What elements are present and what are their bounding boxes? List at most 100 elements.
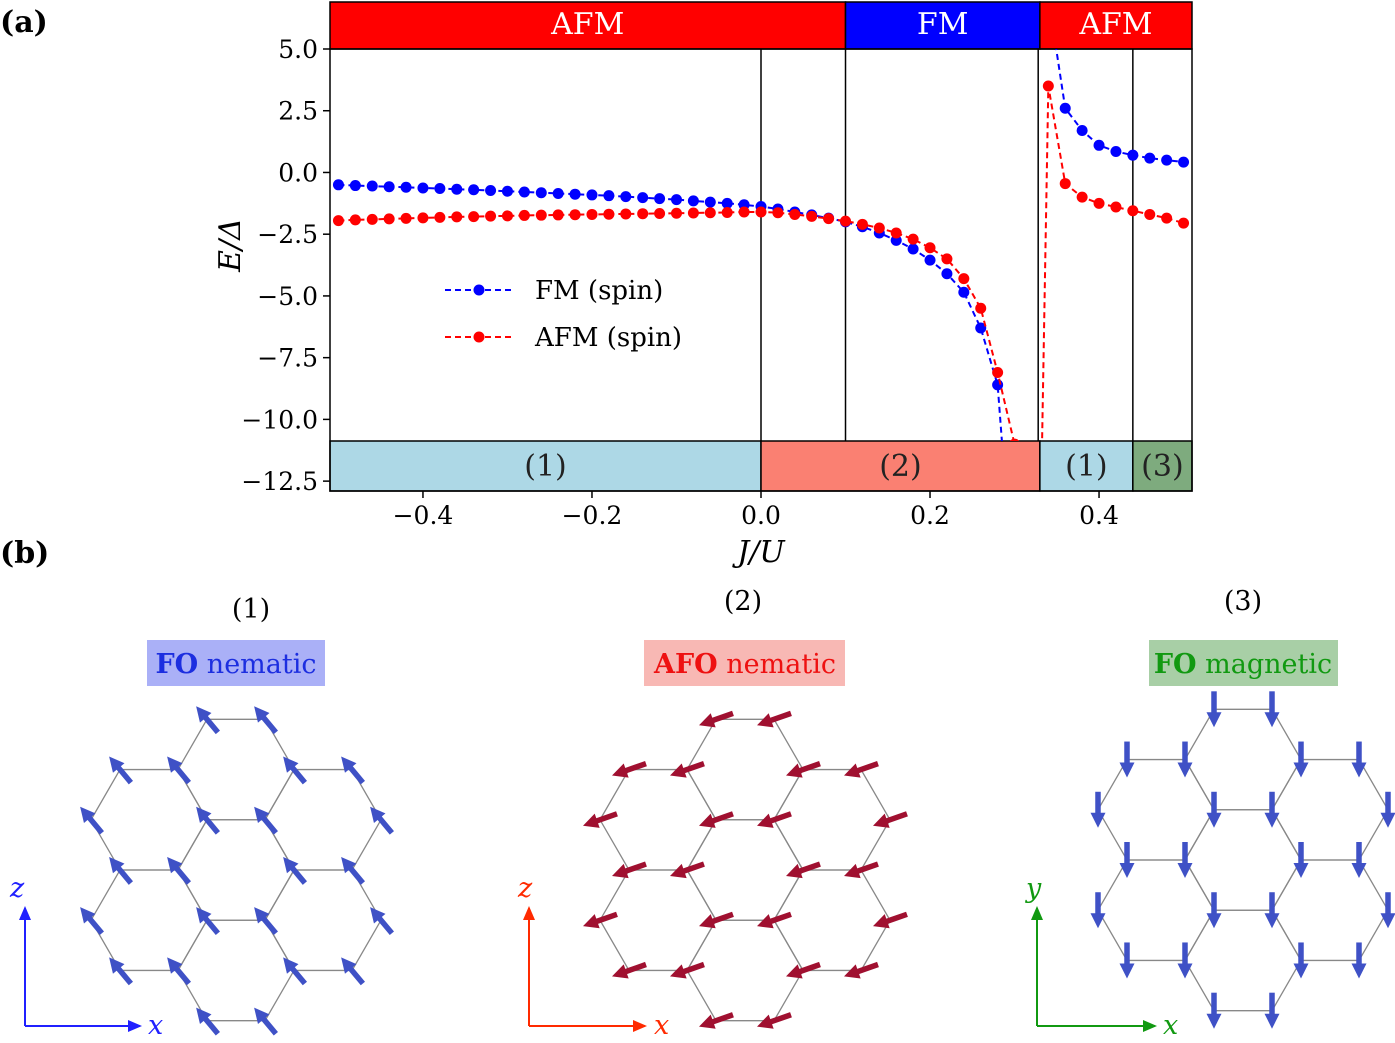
point-fm [434, 183, 446, 195]
point-afm [789, 208, 801, 220]
point-afm [1009, 438, 1020, 441]
honeycomb-lattice [80, 706, 394, 1036]
arrow-head [1206, 812, 1222, 828]
top-band-0 [329, 1, 847, 50]
point-afm [332, 215, 344, 227]
point-fm [958, 286, 970, 298]
point-afm [772, 207, 784, 219]
point-afm [1127, 205, 1139, 217]
lattice-hexagon [599, 869, 717, 972]
arrow-head [670, 964, 687, 979]
arrow-head [109, 756, 125, 773]
subpanel-number: (2) [724, 586, 762, 617]
x-tick-label: 0.4 [1079, 501, 1119, 530]
top-band-label-1: FM [917, 7, 969, 42]
axis-label-x: x [1163, 1010, 1178, 1041]
top-band-2 [1039, 1, 1193, 50]
spin-arrow [1119, 842, 1135, 878]
point-afm [434, 211, 446, 223]
spin-arrow [670, 961, 705, 979]
point-afm [383, 213, 395, 225]
point-afm [451, 211, 463, 223]
spin-arrow [254, 907, 278, 936]
spin-arrow [844, 760, 879, 778]
arrow-head [1293, 762, 1309, 778]
spin-arrow [612, 961, 647, 979]
arrow-head [873, 813, 890, 828]
point-afm [704, 207, 716, 219]
spin-arrow [254, 806, 278, 835]
point-afm [366, 213, 378, 225]
spin-arrow [341, 756, 365, 785]
arrow-head [583, 914, 600, 929]
spin-arrow [370, 907, 394, 936]
point-afm [823, 213, 835, 225]
point-afm [975, 302, 987, 314]
spin-arrow [1090, 791, 1106, 828]
arrow-head [283, 957, 299, 974]
y-tick-label: −7.5 [257, 344, 318, 373]
arrow-head [254, 907, 270, 924]
bottom-band-label-0: (1) [524, 449, 567, 484]
spin-arrow [873, 911, 908, 929]
point-fm [468, 184, 480, 196]
spin-arrow [1119, 741, 1135, 778]
point-fm [349, 180, 361, 192]
arrow-head [254, 706, 270, 723]
point-fm [1093, 139, 1105, 151]
panel-b-label: (b) [0, 536, 49, 571]
point-afm [1042, 80, 1054, 92]
axis-label-y: y [1025, 873, 1042, 904]
point-afm [1076, 191, 1088, 203]
spin-arrow [1206, 892, 1222, 929]
point-fm [907, 243, 919, 255]
lattice-hexagon [90, 768, 208, 871]
lattice-hexagon [264, 768, 382, 871]
y-axis-label: E/Δ [213, 218, 248, 273]
spin-arrow [283, 756, 307, 785]
lattice-hexagon [1271, 758, 1389, 861]
subpanel-afo-nematic: (2) AFO nematic z x [517, 586, 908, 1041]
y-tick-label: 0.0 [278, 158, 318, 187]
point-fm [485, 184, 497, 196]
spin-arrow [370, 806, 394, 835]
arrow-head [670, 863, 687, 879]
point-afm [856, 218, 868, 230]
x-axis-label: J/U [731, 535, 786, 570]
spin-arrow [1351, 842, 1367, 878]
top-band-1 [844, 1, 1041, 50]
point-fm [721, 197, 733, 209]
point-afm [958, 273, 970, 285]
arrow-head [1264, 1013, 1280, 1029]
lattice-hexagon [177, 919, 295, 1022]
arrow-head [254, 806, 270, 824]
point-afm [1110, 201, 1122, 213]
spin-arrow [757, 911, 792, 929]
point-fm [332, 179, 344, 191]
point-afm [518, 209, 530, 221]
legend-fm-label: FM (spin) [535, 276, 663, 306]
arrow-head [1264, 913, 1280, 929]
point-fm [654, 193, 666, 205]
point-afm [637, 208, 649, 220]
x-tick-label: −0.2 [562, 501, 623, 530]
spin-arrow [1206, 791, 1222, 828]
lattice-hexagon [1184, 708, 1302, 811]
point-fm [552, 187, 564, 199]
point-afm [721, 206, 733, 218]
point-afm [417, 212, 429, 224]
subpanel-fo-nematic: (1) FO nematic z x [9, 594, 394, 1041]
point-fm [637, 192, 649, 204]
point-fm [620, 191, 632, 203]
badge-rest: nematic [198, 649, 316, 680]
badge-background [1149, 640, 1338, 686]
spin-arrow [844, 961, 879, 979]
point-fm [704, 196, 716, 208]
point-afm [890, 227, 902, 239]
point-afm [873, 222, 885, 234]
series-group [332, 49, 1190, 441]
point-afm [1161, 212, 1173, 224]
subpanel-number: (3) [1224, 586, 1262, 617]
arrow-head [757, 1014, 774, 1029]
point-afm [840, 215, 852, 227]
